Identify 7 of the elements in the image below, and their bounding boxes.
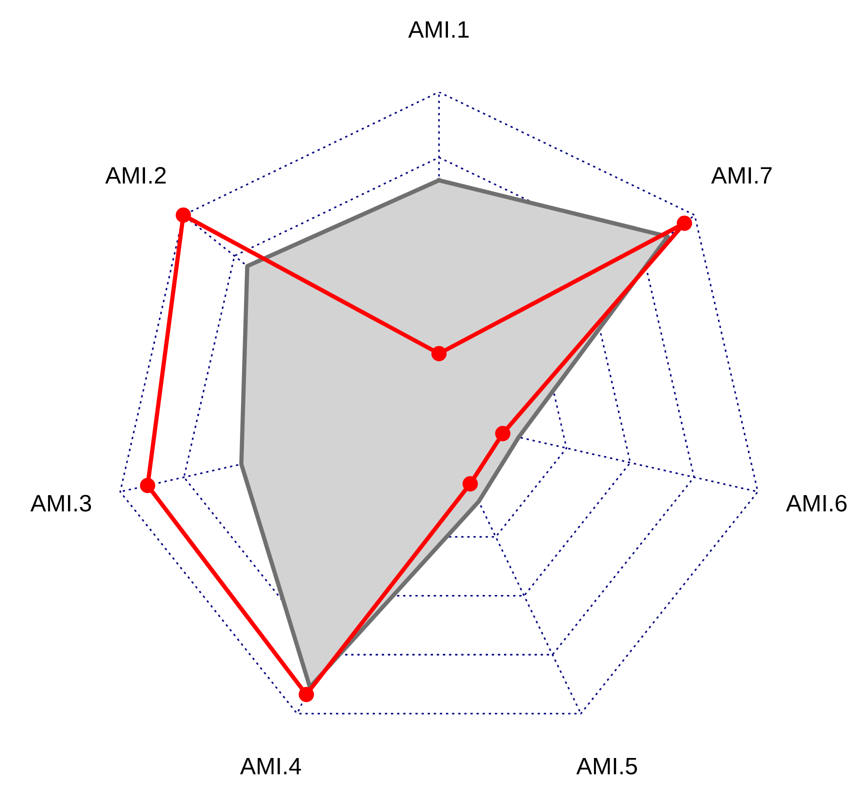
spoke-label: AMI.2 xyxy=(105,167,166,184)
spoke-label: AMI.7 xyxy=(711,167,772,184)
spoke-label: AMI.6 xyxy=(786,494,847,512)
spoke-label: AMI.3 xyxy=(30,494,92,512)
spoke-label: AMI.5 xyxy=(576,758,637,774)
spoke-label: AMI.1 xyxy=(408,21,469,38)
spoke-label: AMI.4 xyxy=(240,758,302,774)
